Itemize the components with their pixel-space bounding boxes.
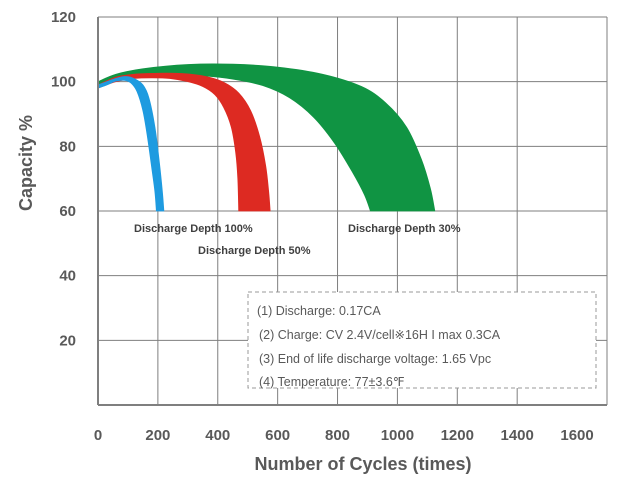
y-tick-label-40: 40: [59, 268, 76, 285]
x-tick-label-0: 0: [94, 427, 102, 444]
band-label-depth-30: Discharge Depth 30%: [348, 223, 461, 235]
y-tick-labels: 20 40 60 80 100 120: [51, 9, 76, 349]
y-tick-label-20: 20: [59, 332, 76, 349]
y-axis-label: Capacity %: [16, 115, 36, 211]
x-tick-label-1000: 1000: [381, 427, 414, 444]
x-tick-label-600: 600: [265, 427, 290, 444]
x-tick-label-800: 800: [325, 427, 350, 444]
x-axis-label: Number of Cycles (times): [254, 454, 471, 474]
axes: [97, 17, 607, 406]
y-tick-label-120: 120: [51, 9, 76, 26]
capacity-band-depth-100: [97, 76, 165, 212]
x-tick-label-200: 200: [145, 427, 170, 444]
y-tick-label-100: 100: [51, 74, 76, 91]
y-tick-label-80: 80: [59, 138, 76, 155]
band-label-depth-100: Discharge Depth 100%: [134, 223, 253, 235]
capacity-band-depth-50: [97, 72, 271, 212]
x-tick-labels: 0 200 400 600 800 1000 1200 1400 1600: [94, 427, 594, 444]
x-tick-label-400: 400: [205, 427, 230, 444]
test-conditions-box: (1) Discharge: 0.17CA (2) Charge: CV 2.4…: [247, 291, 597, 389]
note-charge: (2) Charge: CV 2.4V/cell※16H I max 0.3CA: [259, 328, 501, 342]
note-discharge: (1) Discharge: 0.17CA: [257, 304, 381, 318]
y-tick-label-60: 60: [59, 203, 76, 220]
x-tick-label-1200: 1200: [441, 427, 474, 444]
band-label-depth-50: Discharge Depth 50%: [198, 245, 311, 257]
capacity-bands: [97, 63, 436, 212]
note-end-of-life: (3) End of life discharge voltage: 1.65 …: [259, 352, 491, 366]
note-temperature: (4) Temperature: 77±3.6℉: [259, 375, 405, 389]
x-tick-label-1600: 1600: [560, 427, 593, 444]
test-conditions-border: [247, 291, 597, 389]
x-tick-label-1400: 1400: [500, 427, 533, 444]
